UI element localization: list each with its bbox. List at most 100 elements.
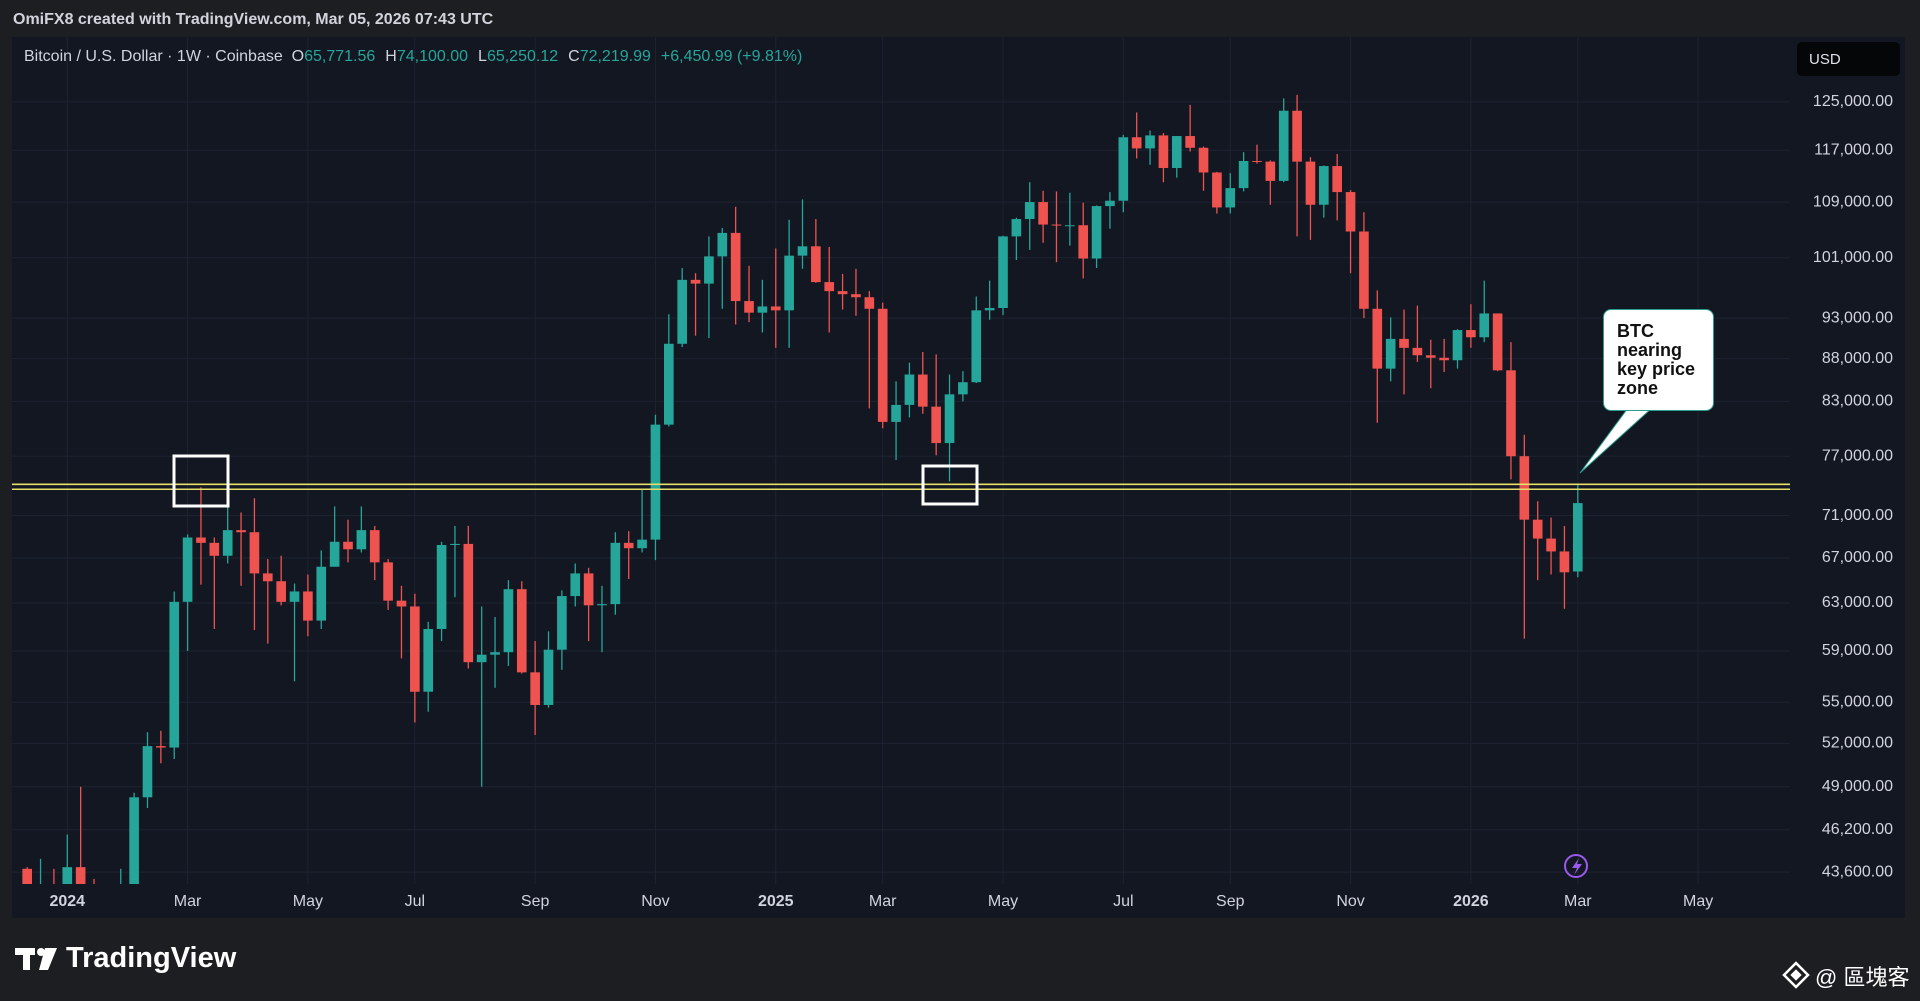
candle-body [1238,160,1249,189]
candle-body [142,746,153,798]
candle-body [222,530,233,556]
candle-body [1572,503,1583,572]
candle-body [1466,330,1476,338]
candle-body [1105,200,1115,207]
candle-body [1171,136,1182,168]
candle-body [1345,192,1356,232]
x-tick-label: Nov [1336,893,1364,910]
candle-body [730,232,741,302]
candle-body [503,589,514,653]
candle-body [262,573,273,582]
candle-body [476,654,487,663]
candle-body [383,562,393,601]
candle-body [249,532,260,574]
watermark-logo [1782,961,1810,989]
candle-body [1559,551,1570,573]
candle-body [516,589,527,673]
candle-body [1278,110,1289,181]
alert-icon [1564,854,1588,878]
candle-body [1492,313,1503,371]
candle-body [851,294,861,298]
candle-body [196,537,206,543]
candle-body [1091,206,1102,259]
candle-body [129,797,139,884]
candle-body [958,382,968,395]
x-tick-label: Sep [1216,893,1245,910]
candle-body [369,530,380,563]
candle-body [610,542,621,605]
candle-body [329,541,340,567]
y-tick-label: 59,000.00 [1822,642,1893,659]
key-levels [12,483,1790,491]
candle-body [436,544,447,629]
legend-value: 65,250.12 [486,48,559,65]
candle-body [984,308,995,311]
candle-body [877,308,888,422]
attribution: OmiFX8 created with TradingView.com, Mar… [13,11,494,28]
candle-body [583,573,594,606]
legend-value: 74,100.00 [396,48,469,65]
candle-body [316,566,327,621]
y-tick-label: 63,000.00 [1822,594,1893,611]
x-tick-label: May [988,893,1018,910]
x-tick-label: Sep [521,893,550,910]
candle-body [463,543,474,663]
candle-body [784,255,794,311]
candle-body [1452,330,1463,361]
candle-body [1038,202,1048,225]
alert-icon-bolt [1572,858,1582,875]
candle-body [837,291,848,295]
candle-body [944,394,955,444]
candle-body [891,404,901,422]
symbol-title: Bitcoin / U.S. Dollar · 1W · Coinbase [24,48,283,65]
candle-body [530,672,540,705]
candle-body [156,746,166,748]
candle-body [289,591,300,602]
candle-body [1051,224,1062,226]
tradingview-logo [15,948,57,970]
candle-body [543,649,554,705]
candle-body [1118,137,1129,201]
candle-body [169,601,180,748]
y-tick-label: 52,000.00 [1822,735,1893,752]
candle-body [423,628,434,692]
candle-body [1332,166,1343,193]
x-tick-label: Jul [405,893,425,910]
candle-body [410,606,420,692]
candle-body [797,246,808,256]
candle-body [1292,110,1302,162]
currency-button[interactable]: USD [1797,42,1900,76]
candle-body [1399,338,1409,348]
candle-body [904,374,915,405]
y-tick-label: 67,000.00 [1822,549,1893,566]
candle-body [717,232,728,257]
x-tick-label: 2025 [758,893,794,910]
candle-body [1385,338,1396,369]
candle-body [971,310,982,383]
candle-body [1519,456,1530,520]
candle-body [1024,202,1035,220]
candle-body [1439,357,1449,361]
legend-label: L [478,48,487,65]
annotation: BTC nearing key price zone [1603,309,1714,411]
candle-body [1078,225,1089,259]
candle-body [931,406,941,444]
legend-label: H [385,48,397,65]
candles [22,94,1583,884]
candle-body [1305,161,1316,205]
candle-body [1145,135,1155,149]
y-tick-label: 125,000.00 [1813,93,1893,110]
legend-change: +6,450.99 (+9.81%) [660,48,803,65]
y-tick-label: 88,000.00 [1822,350,1893,367]
candle-body [1065,225,1075,227]
candle-body [490,652,500,655]
candle-body [396,600,407,607]
x-tick-label: Nov [641,893,669,910]
candle-body [998,236,1008,309]
candle-body [1198,147,1209,173]
candle-body [1372,308,1383,369]
candle-body [557,596,567,650]
x-tick-label: Jul [1113,893,1133,910]
